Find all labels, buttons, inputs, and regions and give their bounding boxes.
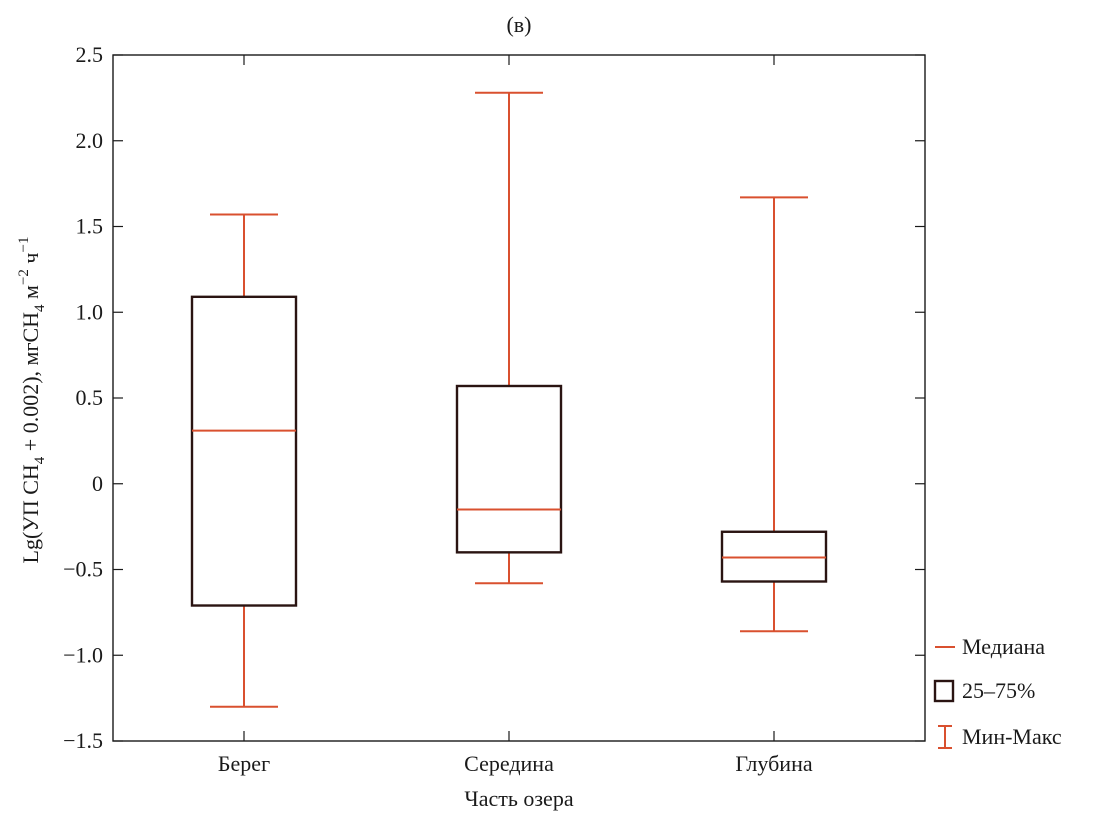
y-axis-title-part: ч	[18, 252, 43, 269]
y-tick-label: −0.5	[63, 557, 103, 582]
y-axis-title: Lg(УП CH4 + 0.002), мгCH4 м−2 ч−1	[16, 237, 48, 564]
y-axis-title-part: 4	[32, 456, 48, 464]
legend-box-swatch	[933, 679, 955, 703]
y-tick-label: 2.5	[76, 42, 104, 67]
y-tick-label: −1.5	[63, 728, 103, 753]
legend: Медиана 25–75% Мин-Макс	[933, 634, 1062, 749]
y-axis-title-part: Lg(УП CH	[18, 464, 43, 563]
iqr-box	[190, 295, 298, 607]
legend-label: Медиана	[962, 634, 1045, 659]
iqr-box	[455, 384, 563, 554]
x-axis: Берег Середина Глубина	[218, 55, 813, 776]
legend-label: 25–75%	[962, 678, 1035, 703]
y-tick-label: 0.5	[76, 385, 104, 410]
y-tick-label: 0	[92, 471, 103, 496]
legend-item-3: Мин-Макс	[938, 724, 1062, 749]
y-tick-label: 1.5	[76, 214, 104, 239]
box-3	[720, 196, 828, 633]
y-axis-title-part: м	[18, 285, 43, 305]
plot-border	[112, 54, 926, 742]
box-1	[190, 213, 298, 708]
y-axis-title-part: + 0.002), мгCH	[18, 312, 43, 457]
x-tick-label: Берег	[218, 751, 270, 776]
y-tick-label: 1.0	[76, 299, 104, 324]
legend-item-2: 25–75%	[933, 678, 1035, 703]
x-axis-title: Часть озера	[464, 786, 573, 811]
y-axis-title-part: 4	[32, 304, 48, 312]
legend-item-1: Медиана	[935, 634, 1045, 659]
x-tick-label: Глубина	[735, 751, 812, 776]
y-tick-label: −1.0	[63, 642, 103, 667]
y-axis-title-part: −1	[16, 237, 32, 253]
chart-title: (в)	[506, 12, 531, 37]
boxes	[190, 91, 828, 708]
y-tick-label: 2.0	[76, 128, 104, 153]
legend-label: Мин-Макс	[962, 724, 1062, 749]
plot-frame	[112, 54, 926, 742]
x-tick-label: Середина	[464, 751, 554, 776]
y-axis-title-part: −2	[16, 269, 32, 285]
box-2	[455, 91, 563, 585]
y-axis: 2.5 2.0 1.5 1.0 0.5 0 −0.5 −1.0 −1.5	[63, 42, 925, 753]
